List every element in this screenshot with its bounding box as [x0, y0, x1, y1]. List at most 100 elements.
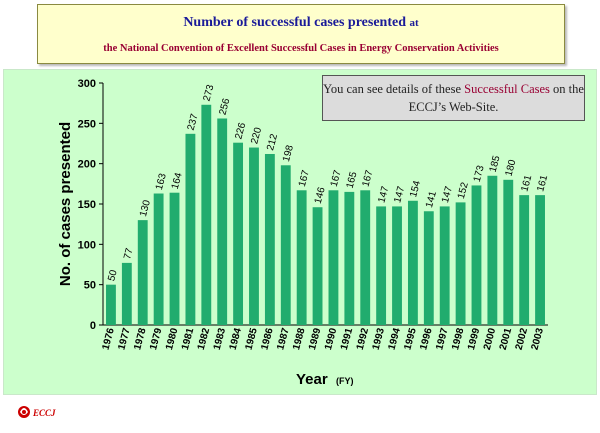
bar-value-label: 220: [249, 126, 264, 145]
y-tick-label: 100: [78, 239, 96, 251]
x-tick-label: 1980: [164, 327, 180, 352]
x-tick-label: 1996: [418, 327, 434, 352]
eccj-logo: ECCJ: [18, 406, 56, 418]
bar-value-label: 173: [472, 164, 487, 183]
bar-value-label: 198: [281, 144, 296, 163]
bar-value-label: 163: [154, 172, 169, 191]
bar: [121, 262, 132, 325]
bar-value-label: 180: [504, 158, 519, 177]
bar: [519, 195, 530, 325]
y-tick-label: 0: [90, 320, 96, 332]
eccj-swirl-icon: [18, 406, 30, 418]
bar: [201, 104, 212, 325]
bar: [153, 193, 164, 325]
x-tick-label: 1979: [148, 327, 164, 352]
x-tick-label: 1994: [387, 327, 403, 352]
bar-value-label: 130: [138, 199, 153, 218]
bar-value-label: 147: [392, 185, 407, 204]
bar: [471, 185, 482, 325]
bar-value-label: 165: [345, 170, 360, 189]
bar: [217, 118, 228, 325]
bar-value-label: 154: [408, 179, 423, 198]
bar-value-label: 185: [488, 154, 503, 173]
note-highlight: Successful Cases: [464, 82, 550, 96]
x-tick-label: 1991: [339, 327, 355, 352]
x-tick-label: 1987: [275, 327, 291, 352]
title-box: Number of successful cases presented at …: [37, 4, 565, 64]
x-tick-label: 2001: [498, 327, 514, 352]
bar-value-label: 167: [297, 169, 312, 188]
x-tick-label: 1989: [307, 327, 323, 352]
x-tick-label: 2003: [530, 327, 546, 352]
x-tick-label: 1993: [371, 327, 387, 352]
x-tick-label: 1992: [355, 327, 371, 352]
bar-value-label: 161: [519, 174, 534, 193]
bar-value-label: 212: [265, 132, 280, 151]
bar: [328, 190, 339, 325]
bar: [360, 190, 371, 325]
bar: [296, 190, 307, 325]
x-tick-label: 1977: [116, 327, 132, 352]
note-text-after: on the ECCJ’s Web-Site.: [408, 82, 584, 114]
x-tick-label: 1976: [100, 327, 116, 352]
bar: [535, 195, 545, 325]
x-tick-label: 1998: [450, 327, 466, 352]
bar: [344, 191, 355, 325]
bar: [106, 284, 116, 325]
chart-subtitle: the National Convention of Excellent Suc…: [103, 43, 499, 54]
bar-value-label: 152: [456, 181, 471, 200]
bar: [423, 211, 434, 325]
bar: [503, 179, 514, 325]
bar: [185, 133, 196, 325]
note-text-before: You can see details of these: [323, 82, 462, 96]
bar-value-label: 146: [313, 186, 328, 205]
bar-value-label: 273: [202, 83, 217, 102]
x-tick-label: 1986: [259, 327, 275, 352]
bar-value-label: 167: [329, 169, 344, 188]
web-site-note: You can see details of these Successful …: [322, 75, 585, 121]
bar: [407, 200, 418, 325]
x-tick-label: 1988: [291, 327, 307, 352]
bar-value-label: 167: [361, 169, 376, 188]
bar-value-label: 237: [186, 112, 201, 131]
bar: [439, 206, 450, 325]
x-tick-label: 2000: [482, 327, 498, 352]
bar-value-label: 147: [376, 185, 391, 204]
x-tick-label: 2002: [514, 327, 530, 352]
x-tick-label: 1984: [228, 327, 244, 352]
bar-value-label: 147: [440, 185, 455, 204]
x-tick-label: 1999: [466, 327, 482, 352]
bar-value-label: 256: [217, 97, 232, 116]
chart-title: Number of successful cases presented at: [38, 15, 564, 31]
bar: [233, 142, 244, 325]
chart-title-suffix: at: [409, 17, 419, 29]
x-axis-unit: (FY): [336, 376, 354, 386]
y-tick-label: 200: [78, 159, 96, 171]
bar-value-label: 164: [170, 171, 185, 190]
x-tick-label: 1990: [323, 327, 339, 352]
bar: [280, 165, 291, 325]
x-tick-label: 1997: [434, 327, 450, 352]
y-tick-label: 150: [78, 199, 96, 211]
x-tick-label: 1981: [180, 327, 196, 352]
bar: [264, 153, 275, 325]
bar-value-label: 226: [233, 121, 248, 140]
bar: [455, 202, 466, 325]
x-tick-label: 1985: [243, 327, 259, 352]
bar: [392, 206, 402, 325]
bar-value-label: 50: [106, 268, 120, 282]
x-tick-label: 1982: [196, 327, 212, 352]
chart-title-main: Number of successful cases presented: [183, 15, 406, 30]
bar: [487, 175, 498, 325]
bar: [169, 192, 180, 325]
bar-value-label: 77: [122, 247, 136, 261]
bar-value-label: 161: [535, 174, 550, 193]
x-tick-label: 1983: [212, 327, 228, 352]
bar: [312, 207, 323, 325]
y-tick-label: 300: [78, 78, 96, 90]
bar: [376, 206, 387, 325]
bar: [249, 147, 259, 325]
bar: [137, 220, 148, 325]
y-tick-label: 50: [84, 280, 96, 292]
